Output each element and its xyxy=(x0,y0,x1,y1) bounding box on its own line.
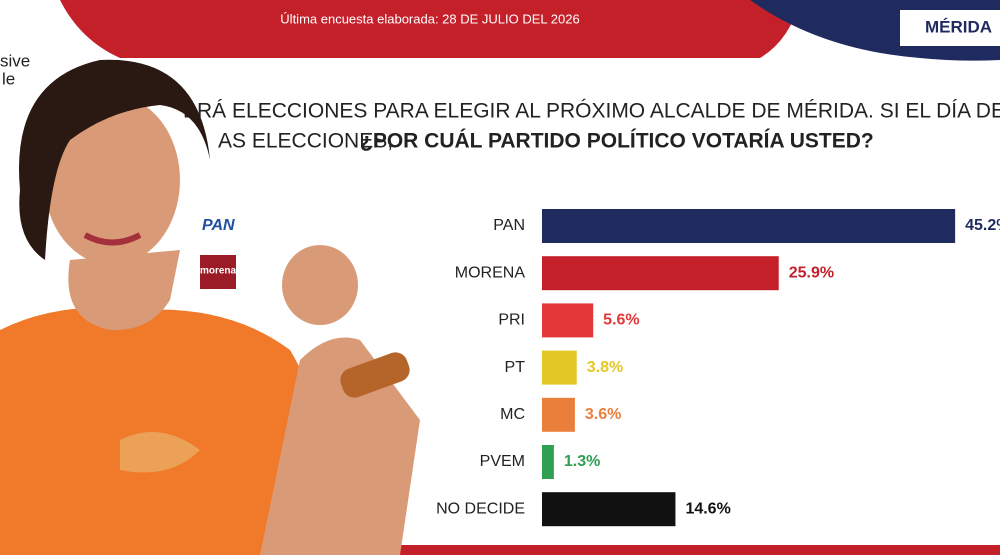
bar xyxy=(542,303,594,338)
value-label: 45.2% xyxy=(965,217,1000,234)
value-label: 1.3% xyxy=(564,453,600,470)
location: MÉRIDA xyxy=(925,17,992,36)
header-text: Última encuesta elaborada: 28 DE JULIO D… xyxy=(280,11,579,26)
value-label: 3.8% xyxy=(587,359,623,376)
brand-text: sive xyxy=(0,51,30,70)
location-box xyxy=(900,10,1000,46)
bar xyxy=(542,350,577,385)
category-label: PAN xyxy=(493,217,525,234)
category-label: MC xyxy=(500,406,525,423)
bar xyxy=(542,209,956,243)
header-band xyxy=(60,0,800,58)
footer-band xyxy=(0,545,1000,555)
category-label: NO DECIDE xyxy=(436,500,525,517)
bar xyxy=(542,397,575,432)
bar xyxy=(542,445,554,479)
value-label: 5.6% xyxy=(603,312,639,329)
category-label: PT xyxy=(505,359,526,376)
photo xyxy=(0,59,420,555)
bar xyxy=(542,492,676,527)
brand-text: le xyxy=(2,69,15,88)
value-label: 3.6% xyxy=(585,406,621,423)
bar xyxy=(542,256,779,291)
question-line: BRÁ ELECCIONES PARA ELEGIR AL PRÓXIMO AL… xyxy=(183,100,1000,123)
chart-title: ¿POR CUÁL PARTIDO POLÍTICO VOTARÍA USTED… xyxy=(360,130,874,153)
category-label: MORENA xyxy=(455,264,526,281)
party-logo: PAN xyxy=(202,217,235,234)
value-label: 14.6% xyxy=(685,500,730,517)
party-logo: morena xyxy=(200,266,237,277)
value-label: 25.9% xyxy=(789,264,834,281)
party-logo-box xyxy=(200,255,236,289)
category-label: PRI xyxy=(498,312,525,329)
question-line: AS ELECCIONES, xyxy=(218,130,393,153)
category-label: PVEM xyxy=(480,453,525,470)
